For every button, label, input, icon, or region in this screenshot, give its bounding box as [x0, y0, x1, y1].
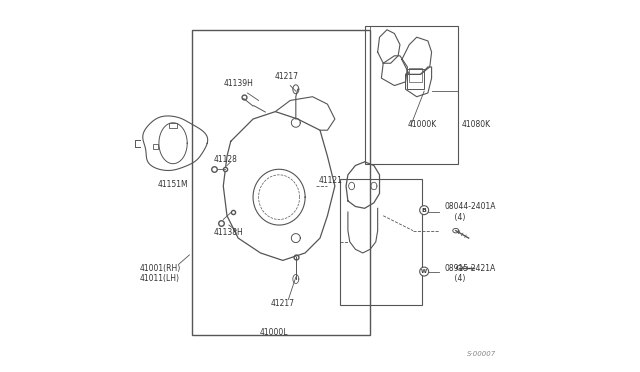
- Text: 41217: 41217: [271, 299, 295, 308]
- Bar: [170, 123, 177, 128]
- Bar: [152, 144, 158, 149]
- Bar: [365, 26, 458, 164]
- Text: 41128: 41128: [213, 155, 237, 164]
- Bar: [408, 69, 424, 89]
- Text: 41139H: 41139H: [223, 79, 253, 88]
- Bar: [191, 30, 370, 335]
- Bar: [340, 179, 422, 305]
- Text: 08044-2401A
    (4): 08044-2401A (4): [445, 202, 496, 222]
- Circle shape: [420, 206, 429, 215]
- Text: B: B: [422, 208, 427, 213]
- Text: 41121: 41121: [318, 176, 342, 185]
- Text: 41217: 41217: [275, 72, 298, 81]
- Text: 41001(RH)
41011(LH): 41001(RH) 41011(LH): [140, 264, 180, 283]
- Text: 41138H: 41138H: [214, 228, 244, 237]
- Text: 41151M: 41151M: [157, 180, 188, 189]
- Text: W: W: [421, 269, 428, 274]
- Circle shape: [420, 267, 429, 276]
- Text: 41000L: 41000L: [259, 328, 288, 337]
- Text: S·00007: S·00007: [467, 351, 497, 357]
- Bar: [410, 68, 422, 82]
- Text: 41080K: 41080K: [461, 120, 490, 129]
- Text: 41000K: 41000K: [408, 120, 436, 129]
- Text: 08915-2421A
    (4): 08915-2421A (4): [445, 264, 496, 283]
